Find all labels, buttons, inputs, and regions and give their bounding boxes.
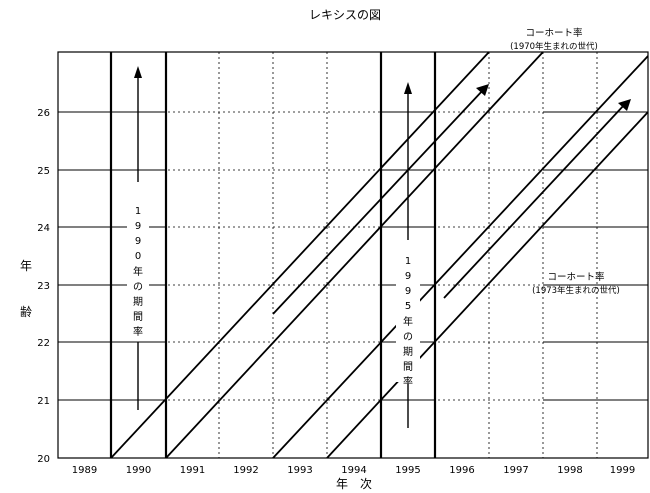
period-1995-digit: 1 — [405, 256, 411, 267]
period-1990-arrowhead — [134, 66, 142, 78]
cohort-1970-subtitle: (1970年生まれの世代) — [510, 41, 598, 52]
x-tick-label: 1995 — [395, 465, 420, 476]
plot-frame — [57, 51, 649, 459]
y-axis-label-top: 年 — [20, 259, 32, 273]
period-1995-char: の — [403, 332, 413, 343]
period-1995-char: 間 — [403, 361, 413, 373]
x-axis-label: 年 次 — [336, 477, 372, 491]
x-tick-label: 1989 — [72, 465, 97, 476]
period-1995-digit: 9 — [405, 271, 411, 282]
diagonal-line — [272, 55, 649, 459]
period-1995-digit: 5 — [405, 301, 411, 312]
period-1995-arrowhead — [404, 82, 412, 94]
y-tick-label: 26 — [37, 108, 50, 119]
period-band-1995 — [379, 52, 437, 458]
x-tick-label: 1993 — [287, 465, 312, 476]
period-1990-char: 期 — [133, 296, 143, 308]
x-tick-label: 1996 — [449, 465, 474, 476]
x-tick-label: 1994 — [341, 465, 366, 476]
period-1990-char: 率 — [133, 325, 143, 338]
period-1990-digit: 1 — [135, 206, 141, 217]
x-tick-label: 1990 — [126, 465, 151, 476]
period-1990-digit: 9 — [135, 236, 141, 247]
y-tick-label: 25 — [37, 166, 50, 177]
cohort-1973-arrowhead — [618, 99, 631, 111]
period-1995-char: 年 — [403, 315, 413, 328]
y-tick-label: 23 — [37, 281, 50, 292]
period-band-1990 — [109, 52, 168, 458]
cohort-1970-annotation: コーホート率 (1970年生まれの世代) — [510, 27, 598, 52]
period-1990-label: 1 9 9 0 年 の 期 間 率 — [133, 206, 143, 338]
y-tick-label: 22 — [37, 338, 50, 349]
period-1990-digit: 9 — [135, 221, 141, 232]
diagonal-line — [110, 51, 490, 459]
diagonal-line — [165, 51, 544, 459]
y-axis-tick-labels: 20 21 22 23 24 25 26 — [37, 108, 50, 465]
diagram-title: レキシスの図 — [309, 8, 381, 22]
x-tick-label: 1997 — [503, 465, 528, 476]
cohort-1970-arrowhead — [476, 84, 489, 96]
y-tick-label: 24 — [37, 223, 50, 234]
period-1990-char: 間 — [133, 311, 143, 323]
period-1995-label: 1 9 9 5 年 の 期 間 率 — [403, 256, 413, 388]
period-1990-char: の — [133, 282, 143, 293]
period-1990-digit: 0 — [135, 251, 141, 262]
cohort-1973-subtitle: (1973年生まれの世代) — [532, 285, 620, 296]
period-1990-char: 年 — [133, 265, 143, 278]
y-tick-label: 20 — [37, 454, 50, 465]
x-tick-label: 1998 — [557, 465, 582, 476]
y-axis-label-bottom: 齢 — [20, 304, 32, 319]
cohort-1973-arrow-line — [443, 103, 626, 299]
cohort-1973-title: コーホート率 — [547, 271, 605, 283]
cohort-1970-arrow-line — [272, 88, 485, 315]
period-1995-char: 率 — [403, 375, 413, 388]
cohort-diagonals — [110, 51, 649, 459]
y-tick-label: 21 — [37, 396, 50, 407]
x-tick-label: 1999 — [610, 465, 635, 476]
diagonal-line — [326, 111, 649, 459]
cohort-1970-title: コーホート率 — [525, 27, 583, 39]
cohort-1973-annotation: コーホート率 (1973年生まれの世代) — [532, 271, 620, 296]
period-1995-digit: 9 — [405, 286, 411, 297]
x-tick-label: 1992 — [233, 465, 258, 476]
cohort-arrows — [272, 88, 626, 315]
x-axis-tick-labels: 1989 1990 1991 1992 1993 1994 1995 1996 1997 1998… — [72, 465, 635, 476]
x-tick-label: 1991 — [180, 465, 205, 476]
period-1995-char: 期 — [403, 346, 413, 358]
